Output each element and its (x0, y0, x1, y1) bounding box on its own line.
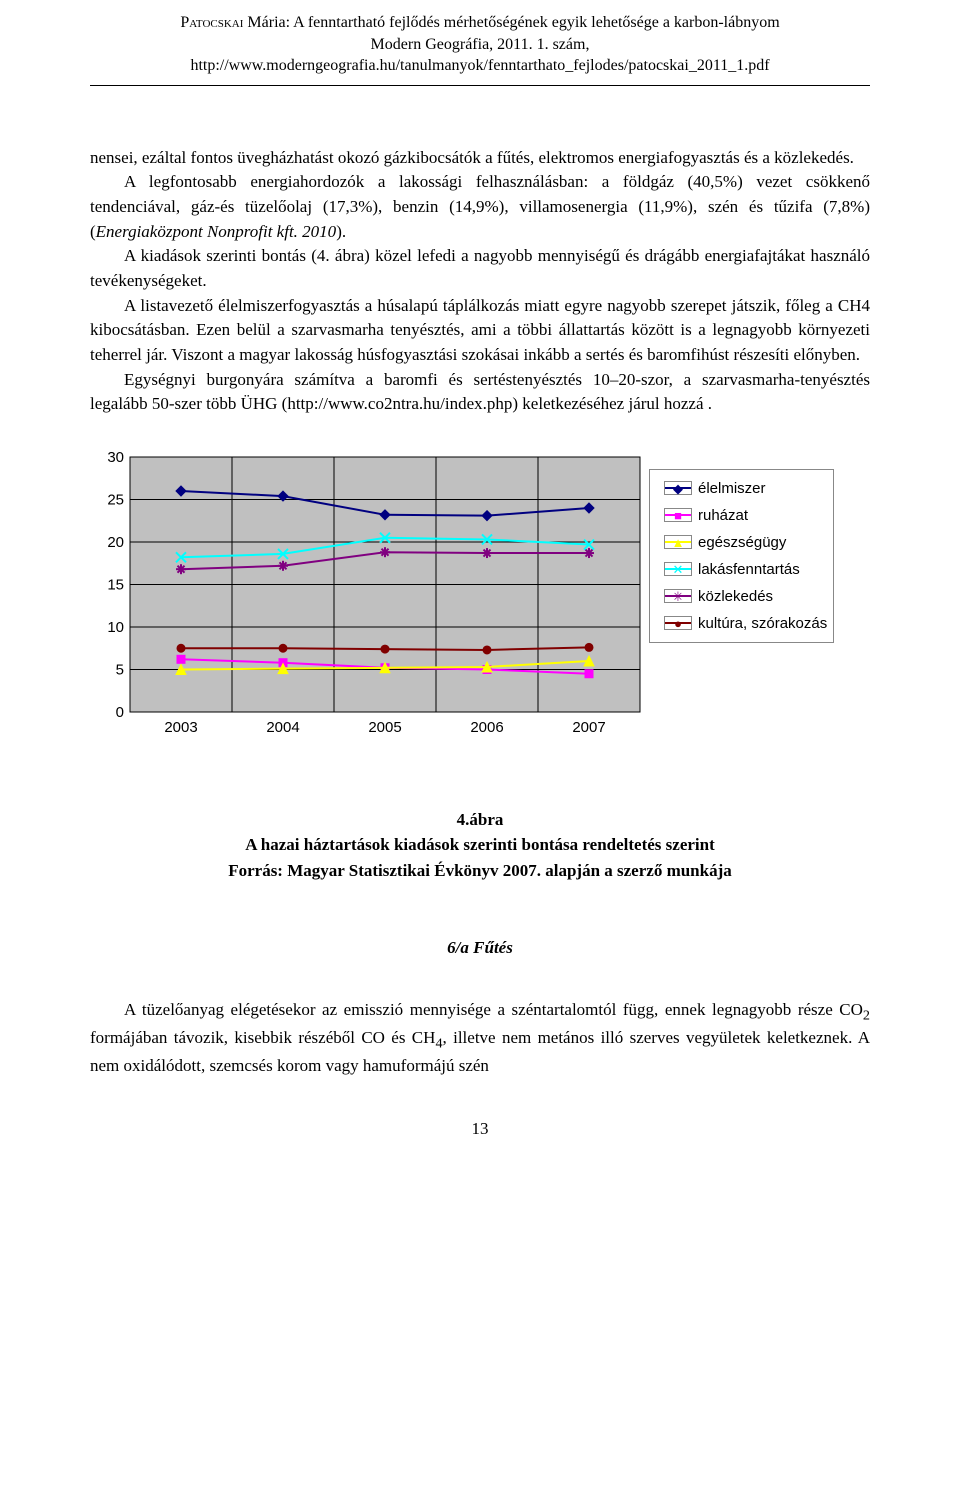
svg-text:2003: 2003 (164, 719, 197, 736)
legend-label: kultúra, szórakozás (698, 615, 827, 632)
legend-label: élelmiszer (698, 480, 766, 497)
paragraph-1: nensei, ezáltal fontos üvegházhatást oko… (90, 146, 870, 171)
chart-legend: ◆ élelmiszer ■ ruházat ▲ egészségügy ✕ lakásfen… (649, 469, 834, 643)
paragraph-3: A kiadások szerinti bontás (4. ábra) köz… (90, 244, 870, 293)
svg-text:10: 10 (107, 619, 124, 636)
legend-label: közlekedés (698, 588, 773, 605)
svg-text:0: 0 (116, 704, 124, 721)
caption-label: 4.ábra (90, 807, 870, 833)
header-title-rest: Mária: A fenntartható fejlődés mérhetősé… (243, 14, 779, 31)
legend-item-elelmiszer: ◆ élelmiszer (664, 480, 827, 497)
caption-source: Forrás: Magyar Statisztikai Évkönyv 2007… (90, 858, 870, 884)
header-line-2: Modern Geográfia, 2011. 1. szám, (90, 34, 870, 56)
caption-title: A hazai háztartások kiadások szerinti bo… (90, 832, 870, 858)
paragraph-4: A listavezető élelmiszerfogyasztás a hús… (90, 294, 870, 368)
legend-label: egészségügy (698, 534, 786, 551)
svg-text:2004: 2004 (266, 719, 299, 736)
legend-item-lakasfenntartas: ✕ lakásfenntartás (664, 561, 827, 578)
body-text-block-2: A tüzelőanyag elégetésekor az emisszió m… (90, 998, 870, 1079)
header-line-1: Patocskai Mária: A fenntartható fejlődés… (90, 12, 870, 34)
chart-and-legend: 0 5 10 15 20 25 30 2003 2004 2005 2006 2007 ◆ élelmi… (90, 447, 870, 747)
page-number: 13 (90, 1119, 870, 1139)
header-line-3: http://www.moderngeografia.hu/tanulmanyo… (90, 55, 870, 77)
legend-swatch-icon: ✳ (664, 589, 692, 603)
legend-item-kozlekedes: ✳ közlekedés (664, 588, 827, 605)
header-author: Patocskai (180, 14, 243, 31)
paragraph-2: A legfontosabb energiahordozók a lakossá… (90, 170, 870, 244)
svg-text:5: 5 (116, 661, 124, 678)
legend-item-kultura: ● kultúra, szórakozás (664, 615, 827, 632)
legend-item-egeszsegugy: ▲ egészségügy (664, 534, 827, 551)
svg-text:2005: 2005 (368, 719, 401, 736)
line-chart: 0 5 10 15 20 25 30 2003 2004 2005 2006 2007 (90, 447, 650, 742)
svg-text:15: 15 (107, 576, 124, 593)
body-text-block: nensei, ezáltal fontos üvegházhatást oko… (90, 146, 870, 417)
legend-swatch-icon: ● (664, 616, 692, 630)
legend-swatch-icon: ◆ (664, 481, 692, 495)
legend-swatch-icon: ✕ (664, 562, 692, 576)
legend-swatch-icon: ▲ (664, 535, 692, 549)
figure-4: 0 5 10 15 20 25 30 2003 2004 2005 2006 2007 ◆ élelmi… (90, 447, 870, 884)
paragraph-5: Egységnyi burgonyára számítva a baromfi … (90, 368, 870, 417)
legend-swatch-icon: ■ (664, 508, 692, 522)
svg-text:30: 30 (107, 449, 124, 466)
svg-text:2007: 2007 (572, 719, 605, 736)
chart-svg-wrap: 0 5 10 15 20 25 30 2003 2004 2005 2006 2007 (90, 447, 650, 747)
legend-label: lakásfenntartás (698, 561, 800, 578)
svg-text:2006: 2006 (470, 719, 503, 736)
section-subheading: 6/a Fűtés (90, 938, 870, 958)
svg-text:25: 25 (107, 491, 124, 508)
paragraph-last: A tüzelőanyag elégetésekor az emisszió m… (90, 998, 870, 1079)
legend-item-ruhazat: ■ ruházat (664, 507, 827, 524)
svg-text:20: 20 (107, 534, 124, 551)
legend-label: ruházat (698, 507, 748, 524)
page-header: Patocskai Mária: A fenntartható fejlődés… (90, 0, 870, 86)
figure-caption: 4.ábra A hazai háztartások kiadások szer… (90, 807, 870, 884)
